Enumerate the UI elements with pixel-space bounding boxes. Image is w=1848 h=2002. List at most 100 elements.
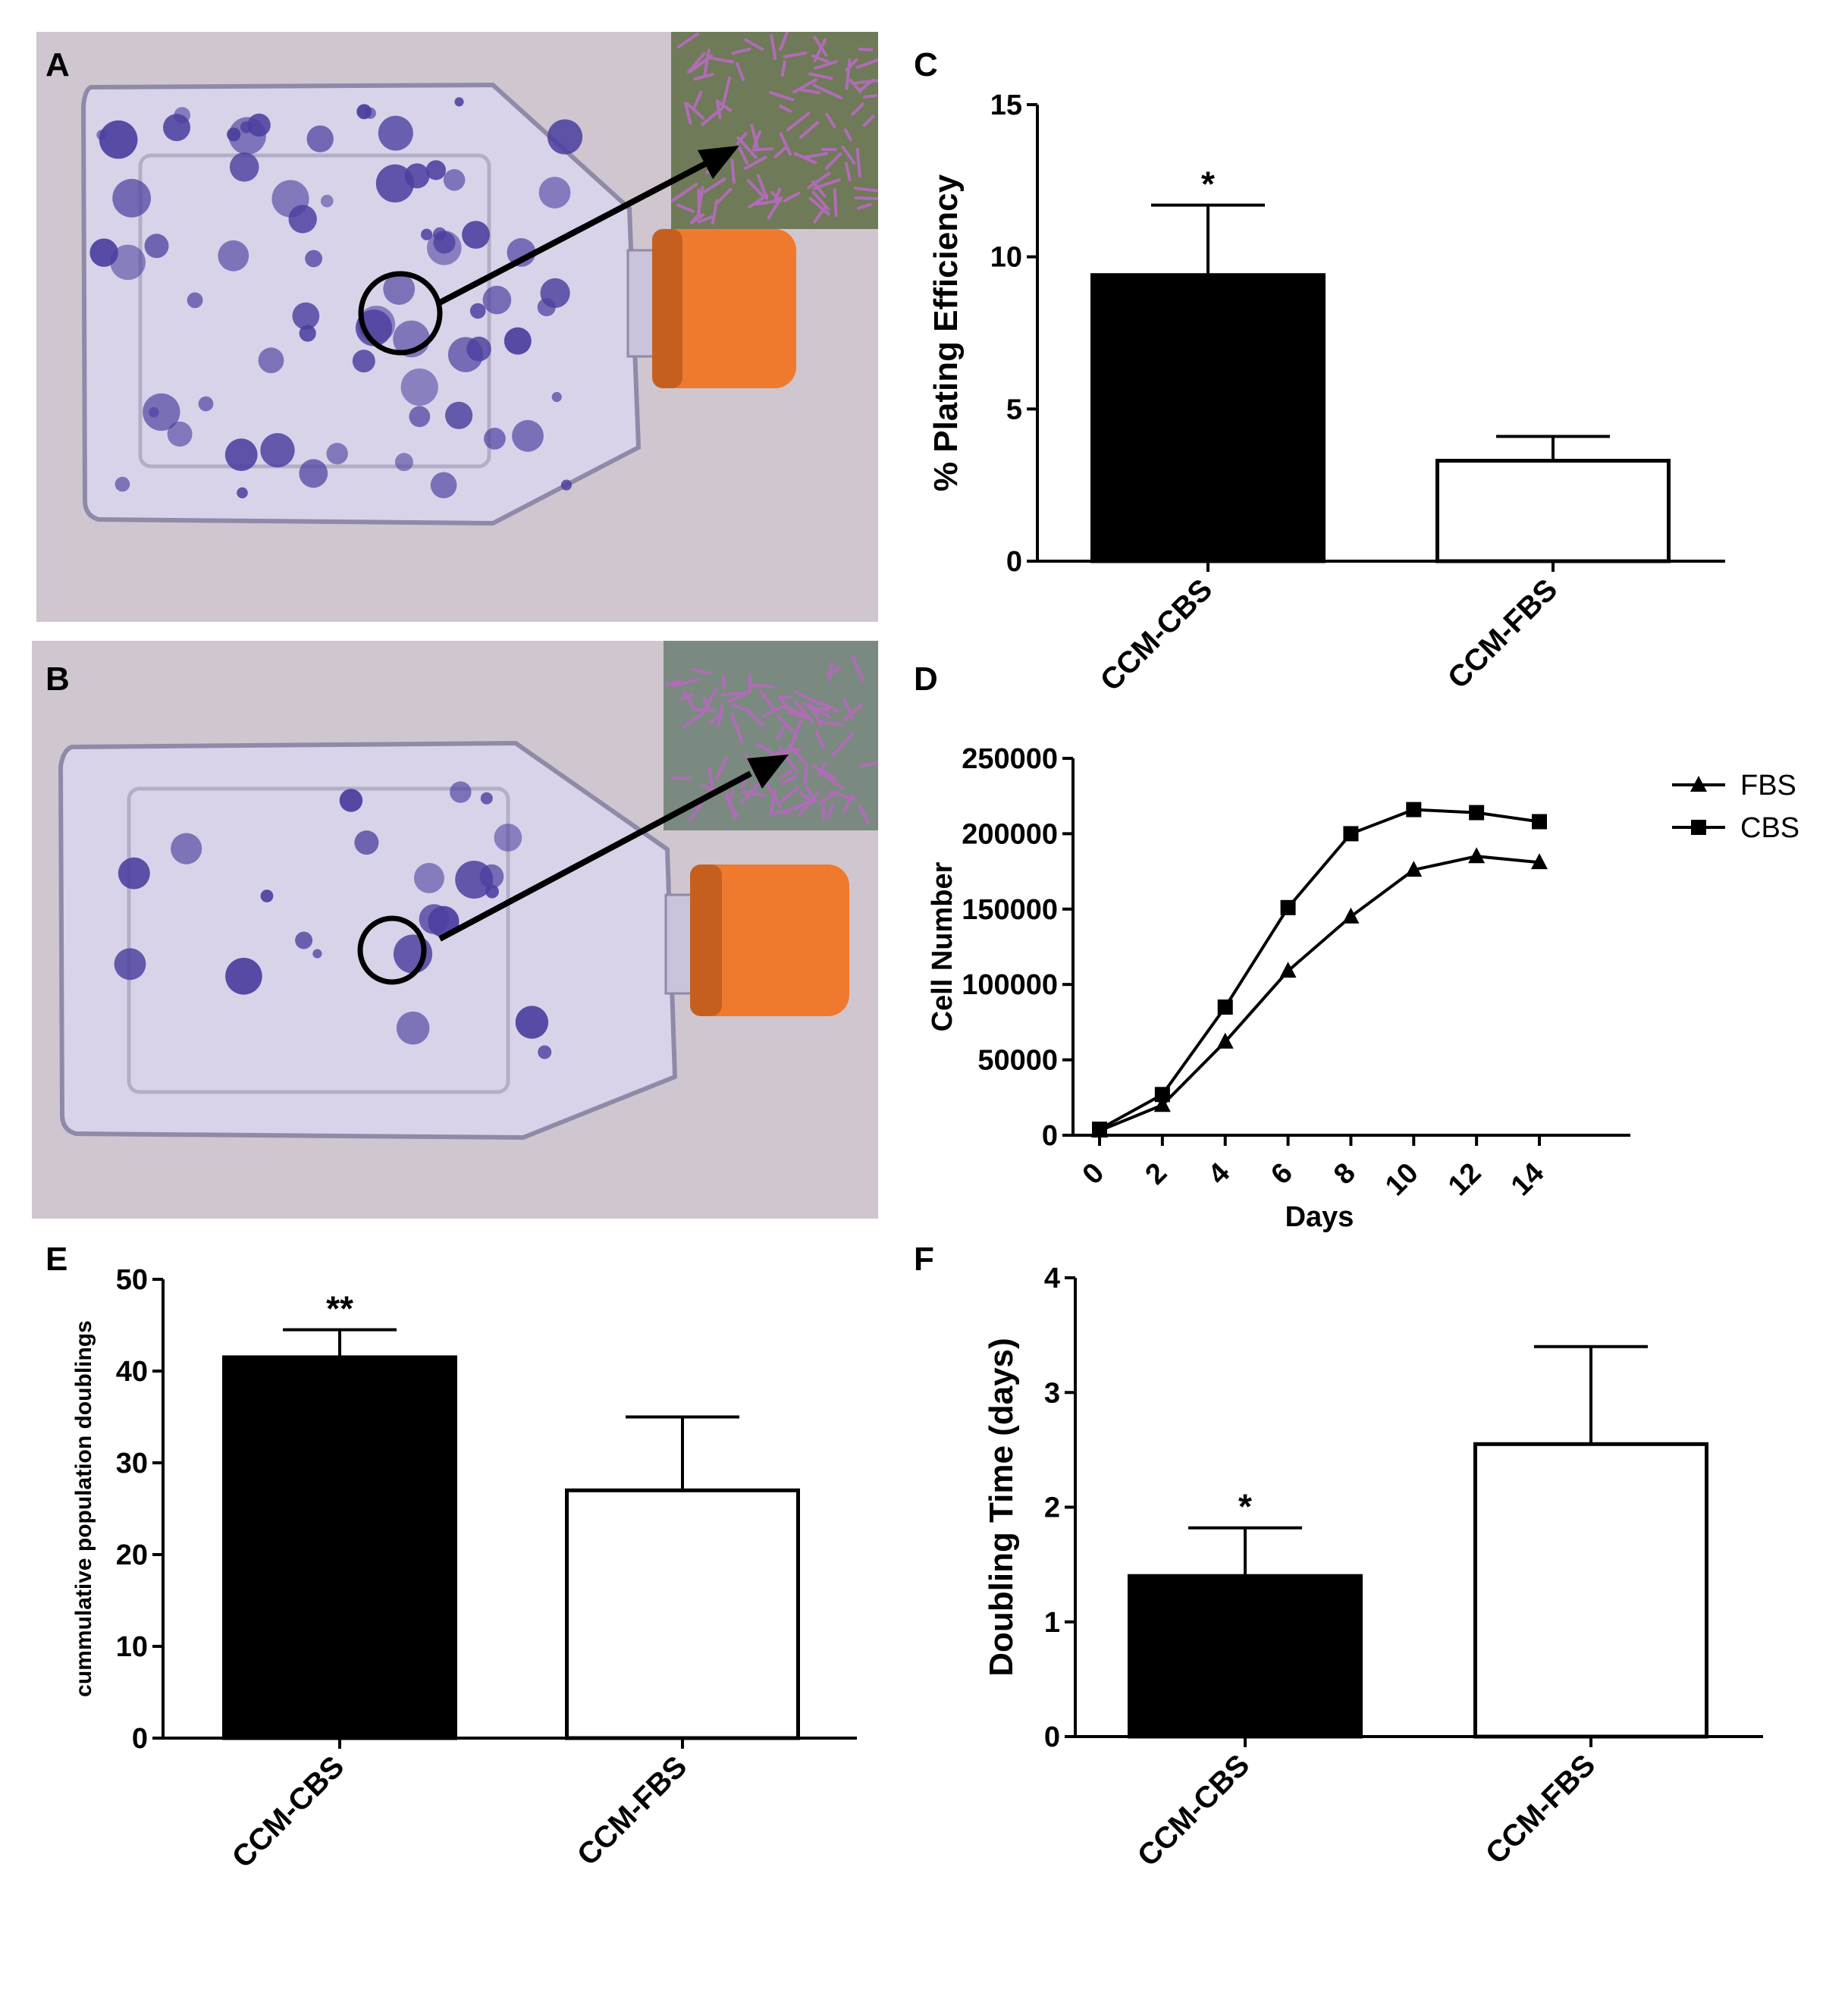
colony	[89, 238, 118, 267]
cell	[743, 155, 767, 171]
cell	[691, 667, 711, 675]
cell	[814, 60, 839, 70]
panel-label-c: C	[914, 46, 938, 83]
cell	[786, 111, 811, 131]
colony	[288, 205, 317, 234]
y-axis-title: Doubling Time (days)	[983, 1338, 1020, 1677]
cell	[746, 179, 765, 199]
cell	[863, 94, 877, 99]
cell	[811, 764, 836, 780]
cell	[814, 730, 826, 749]
y-tick-label: 15	[990, 89, 1022, 121]
colony	[454, 97, 464, 107]
cell	[679, 693, 694, 701]
colony	[225, 958, 262, 995]
colony	[430, 472, 457, 499]
cell	[800, 88, 820, 95]
cell	[773, 806, 798, 815]
legend-marker	[1691, 820, 1706, 835]
cell	[697, 188, 701, 218]
cell	[720, 76, 731, 109]
colony	[480, 792, 493, 805]
colony	[112, 178, 152, 218]
cell	[730, 703, 750, 712]
colony	[479, 864, 504, 889]
series-line-fbs	[1099, 855, 1540, 1132]
cell	[858, 47, 874, 52]
colony	[218, 240, 249, 271]
colony	[312, 949, 322, 959]
arrow-b-line	[438, 770, 752, 942]
data-point-cbs	[1217, 999, 1233, 1015]
cell	[671, 183, 698, 202]
colony	[171, 833, 202, 864]
y-tick-label: 4	[1044, 1263, 1060, 1294]
data-point-fbs	[1342, 907, 1360, 924]
cell	[692, 90, 703, 111]
data-point-fbs	[1405, 861, 1423, 877]
cell	[686, 52, 706, 74]
y-axis-title: Cell Number	[927, 861, 959, 1031]
cell	[711, 199, 718, 225]
cell	[730, 712, 743, 743]
cell	[845, 58, 858, 72]
panel-label-f: F	[914, 1241, 934, 1278]
inset-a-cells	[671, 32, 878, 225]
cell	[790, 745, 805, 764]
cell	[812, 83, 843, 99]
flask-b-cap	[690, 864, 849, 1016]
cell	[778, 746, 798, 774]
significance-marker: *	[1238, 1487, 1252, 1527]
plating-efficiency-chart: 0 5 10 15 * CCM-CBS CCM-FBS % Plating Efficienc…	[927, 89, 1725, 698]
cell	[780, 698, 792, 712]
cell	[779, 104, 792, 113]
colony	[450, 781, 472, 803]
cell	[799, 121, 820, 139]
cell	[818, 791, 836, 805]
cell	[715, 187, 733, 205]
cell	[779, 32, 789, 52]
cell	[813, 206, 827, 224]
cell	[853, 187, 878, 193]
colony	[383, 273, 416, 305]
y-tick-label: 250000	[962, 743, 1058, 775]
data-point-fbs	[1153, 1096, 1171, 1112]
colony	[375, 164, 414, 202]
cell	[670, 776, 692, 780]
cell	[756, 174, 769, 200]
colony	[393, 934, 433, 974]
cell	[677, 32, 700, 49]
colony	[260, 890, 274, 902]
colony	[224, 438, 258, 472]
category-label: CCM-CBS	[226, 1749, 351, 1875]
cell	[720, 691, 748, 697]
flask-b-body	[58, 740, 678, 1141]
cell	[845, 58, 852, 91]
y-tick-label: 0	[1006, 546, 1022, 578]
cell	[748, 683, 775, 689]
x-tick-label: 8	[1328, 1157, 1362, 1191]
data-point-fbs	[1216, 1032, 1234, 1049]
y-tick-label: 40	[116, 1356, 148, 1388]
cell	[759, 689, 777, 713]
colony	[400, 368, 438, 406]
colony	[540, 278, 570, 309]
colony	[425, 160, 447, 180]
cell	[804, 762, 808, 786]
cell	[842, 793, 855, 814]
colony	[326, 443, 348, 465]
cell	[802, 701, 831, 718]
inset-b-cells	[664, 654, 878, 824]
x-tick-label: 0	[1077, 1157, 1111, 1191]
arrow-a-line	[437, 160, 708, 306]
cell	[769, 91, 795, 102]
colony	[229, 152, 259, 182]
colony	[143, 393, 180, 431]
data-point-cbs	[1154, 1087, 1170, 1103]
cell	[697, 215, 714, 224]
colony	[443, 169, 466, 191]
panel-b-photo	[32, 641, 878, 1219]
cell	[856, 202, 872, 210]
cell	[741, 783, 760, 803]
y-tick-label: 0	[1044, 1721, 1060, 1753]
